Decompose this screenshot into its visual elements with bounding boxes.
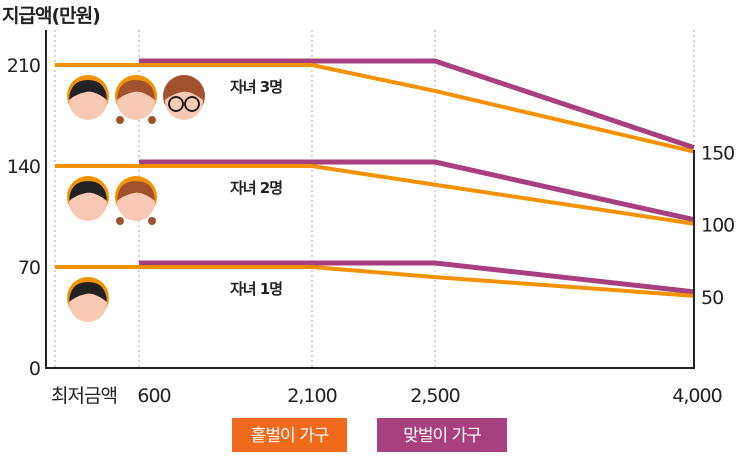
x-tick-label: 2,100 — [287, 385, 336, 407]
y-axis-title: 지급액(만원) — [2, 5, 100, 27]
x-tick-label: 2,500 — [410, 385, 459, 407]
x-tick-label: 600 — [137, 385, 170, 407]
hair — [117, 181, 155, 201]
y-tick-label: 0 — [29, 358, 40, 380]
legend-swatch-dual — [377, 418, 507, 452]
group-label: 자녀 2명 — [230, 179, 282, 197]
legend-label-dual: 맞벌이 가구 — [403, 426, 481, 446]
pigtail — [148, 217, 156, 225]
dual-earner-line — [139, 159, 695, 223]
hair — [165, 80, 203, 100]
legend-swatch-single — [232, 418, 347, 452]
group-label: 자녀 3명 — [230, 78, 282, 96]
girl-face-icon — [115, 75, 157, 124]
boy-face-icon — [67, 75, 109, 120]
glasses-lens — [168, 96, 184, 112]
single-earner-line — [55, 265, 695, 298]
girl-face-icon — [115, 176, 157, 225]
single-earner-line — [55, 63, 695, 154]
y-tick-label: 210 — [7, 55, 40, 77]
glasses-lens — [184, 96, 200, 112]
x-tick-label: 4,000 — [672, 385, 721, 407]
legend: 홑벌이 가구 맞벌이 가구 — [232, 418, 507, 452]
y-tick-label: 70 — [18, 257, 40, 279]
right-value-label: 100 — [701, 215, 734, 237]
x-tick-label: 최저금액 — [51, 385, 117, 407]
legend-label-single: 홑벌이 가구 — [251, 426, 329, 446]
hair — [69, 181, 107, 201]
single-earner-line — [55, 164, 695, 226]
pigtail — [148, 116, 156, 124]
pigtail — [116, 217, 124, 225]
boy-face-icon — [67, 176, 109, 221]
right-value-label: 150 — [701, 143, 734, 165]
group-label: 자녀 1명 — [230, 280, 282, 298]
glasses-face-icon — [163, 75, 205, 120]
dual-earner-line — [139, 260, 695, 295]
dual-earner-line — [139, 58, 695, 150]
hair — [69, 282, 107, 302]
boy-face-icon — [67, 277, 109, 322]
hair — [117, 80, 155, 100]
y-tick-label: 140 — [7, 156, 40, 178]
pigtail — [116, 116, 124, 124]
hair — [69, 80, 107, 100]
right-value-label: 50 — [701, 287, 723, 309]
